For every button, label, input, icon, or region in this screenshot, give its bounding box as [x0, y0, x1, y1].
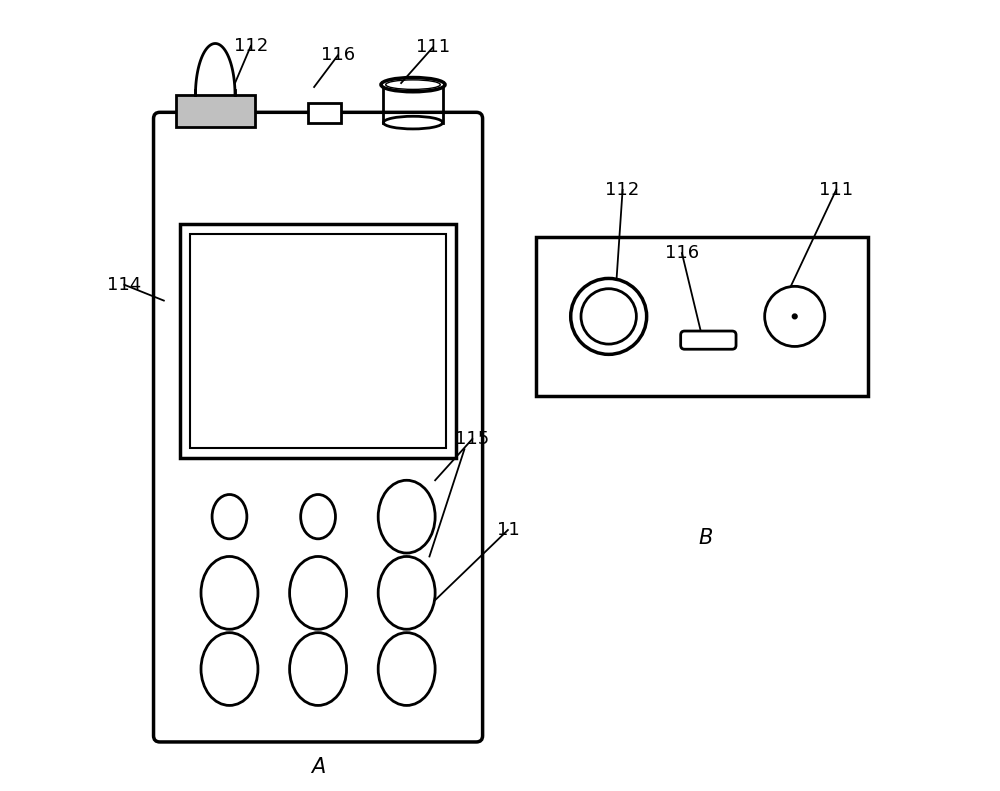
- Ellipse shape: [378, 556, 435, 629]
- Bar: [190, 234, 446, 448]
- Ellipse shape: [290, 633, 347, 706]
- Ellipse shape: [212, 494, 247, 539]
- Text: 114: 114: [107, 276, 141, 293]
- Bar: [180, 224, 456, 458]
- Ellipse shape: [765, 286, 825, 346]
- Text: 112: 112: [234, 37, 268, 55]
- Ellipse shape: [386, 80, 440, 89]
- Ellipse shape: [383, 116, 443, 129]
- Ellipse shape: [581, 289, 636, 344]
- Bar: [536, 237, 868, 396]
- Ellipse shape: [201, 633, 258, 706]
- Ellipse shape: [792, 314, 797, 319]
- Text: A: A: [311, 757, 325, 778]
- Text: 111: 111: [819, 181, 853, 199]
- Text: 116: 116: [665, 244, 699, 262]
- Ellipse shape: [301, 494, 335, 539]
- Bar: [308, 103, 341, 123]
- Text: 112: 112: [605, 181, 640, 199]
- Ellipse shape: [290, 556, 347, 629]
- Text: B: B: [698, 528, 713, 548]
- Text: 115: 115: [455, 430, 489, 448]
- Ellipse shape: [571, 278, 647, 354]
- Text: 116: 116: [321, 47, 355, 64]
- Bar: [176, 95, 255, 127]
- FancyBboxPatch shape: [154, 112, 483, 742]
- FancyBboxPatch shape: [681, 331, 736, 349]
- Ellipse shape: [378, 480, 435, 553]
- Ellipse shape: [378, 633, 435, 706]
- Ellipse shape: [381, 78, 445, 92]
- Ellipse shape: [201, 556, 258, 629]
- Text: 11: 11: [497, 521, 519, 539]
- Text: 111: 111: [416, 39, 450, 56]
